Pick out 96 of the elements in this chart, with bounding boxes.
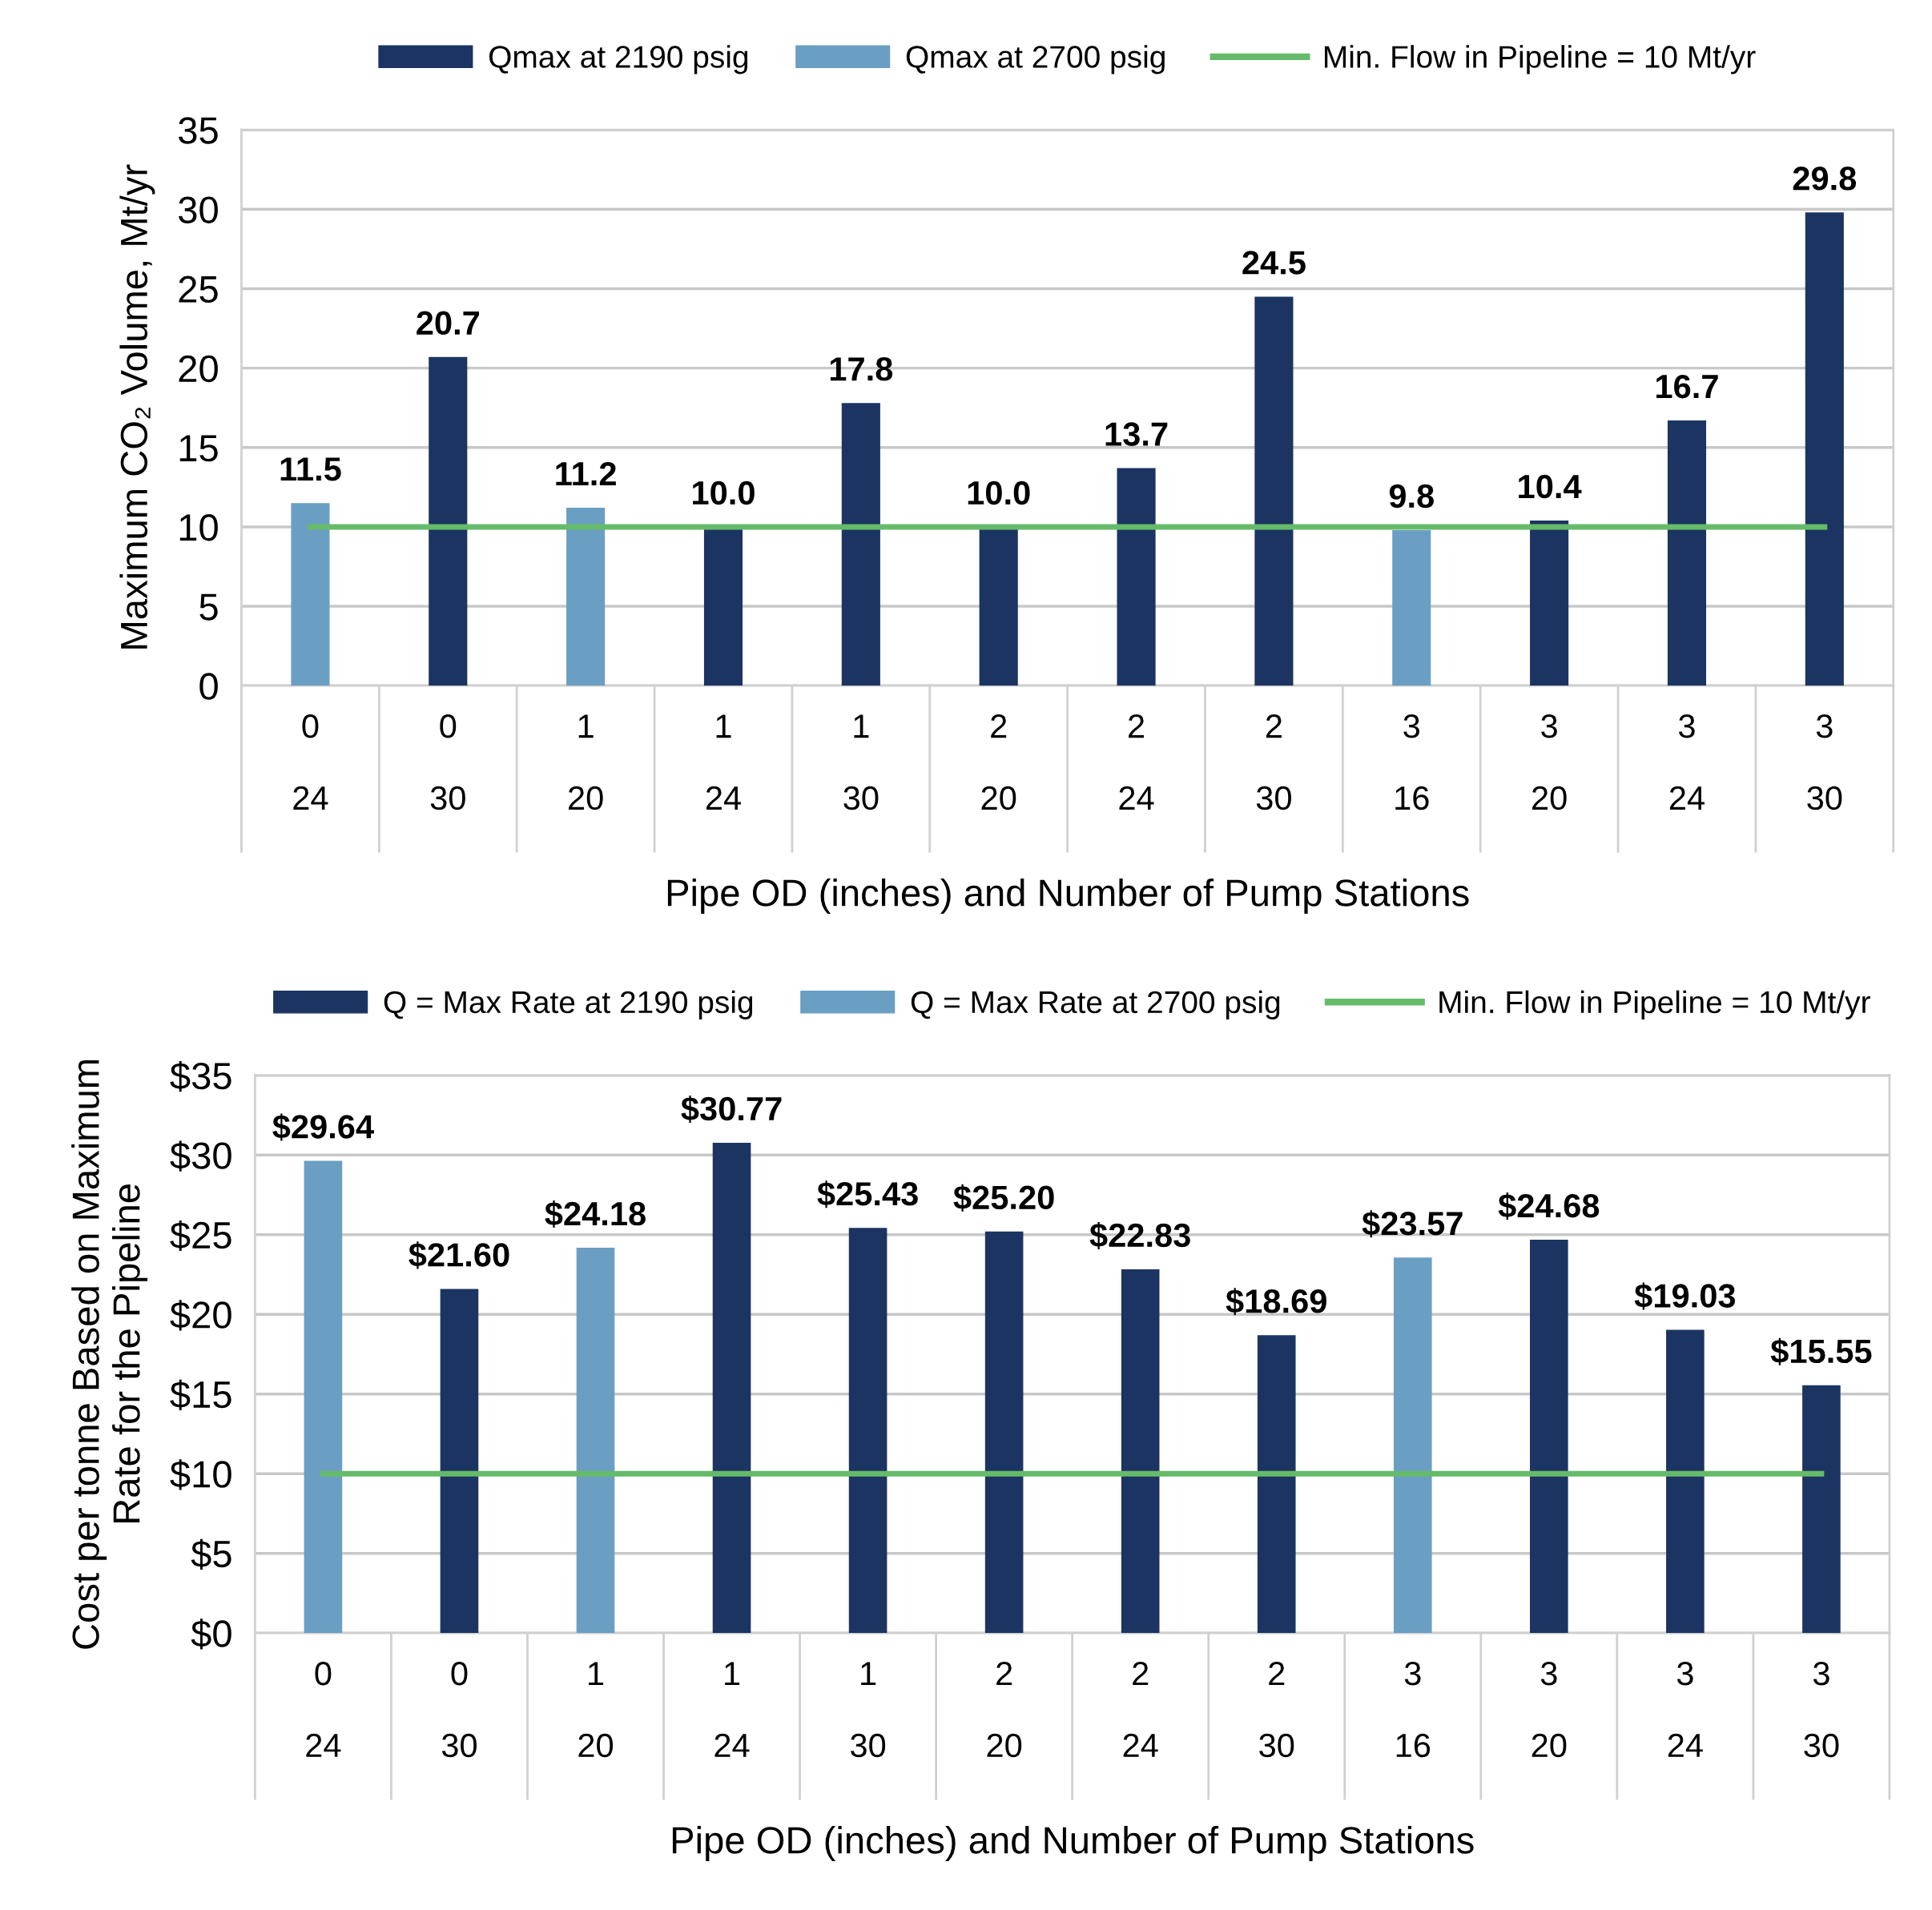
y-tick-label: 15: [179, 435, 218, 462]
y-tick-label: 0: [199, 673, 218, 700]
bar: [1666, 1329, 1705, 1634]
legend-label: Q = Max Rate at 2190 psig: [384, 990, 753, 1019]
category-label: 3 30: [1804, 1662, 1839, 1758]
legend-label: Min. Flow in Pipeline = 10 Mt/yr: [1325, 45, 1756, 74]
category-label: 1 30: [843, 714, 879, 810]
category-label: 1 24: [706, 714, 741, 810]
category-label: 2 20: [987, 1662, 1022, 1758]
y-tick-label: 10: [179, 514, 218, 541]
data-label: 11.5: [280, 457, 341, 481]
data-label: $22.83: [1089, 1221, 1190, 1249]
bar: [1392, 529, 1431, 686]
y-tick-label: 30: [179, 196, 218, 223]
category-label: 2 30: [1256, 714, 1291, 810]
bar: [1254, 296, 1294, 686]
data-label: $18.69: [1226, 1288, 1326, 1316]
category-label: 1 24: [714, 1662, 750, 1757]
y-tick-label: $5: [191, 1538, 231, 1570]
bar: [1257, 1335, 1296, 1634]
bar: [1805, 212, 1844, 686]
data-label: 11.2: [556, 461, 616, 486]
y-tick-label: $25: [170, 1220, 231, 1252]
data-label: 10.0: [968, 481, 1030, 505]
legend-label: Qmax at 2190 psig: [489, 45, 748, 74]
bar: [1393, 1257, 1432, 1634]
category-label: 1 30: [851, 1662, 886, 1758]
y-tick-label: $15: [170, 1379, 231, 1411]
data-label: $30.77: [681, 1095, 782, 1123]
category-label: 3 16: [1395, 714, 1429, 810]
data-label: 16.7: [1656, 374, 1718, 399]
y-tick-label: 5: [199, 593, 218, 621]
data-label: $24.18: [545, 1200, 646, 1228]
data-label: 10.0: [693, 481, 755, 505]
bar: [291, 503, 330, 686]
data-label: $24.68: [1498, 1192, 1600, 1220]
data-label: $23.57: [1362, 1210, 1463, 1238]
y-tick-label: 35: [179, 117, 218, 144]
x-axis-title: Pipe OD (inches) and Number of Pump Stations: [672, 1826, 1474, 1862]
bar: [576, 1248, 615, 1634]
y-axis-title: Maximum CO₂ Volume, Mt/yr: [119, 164, 155, 649]
y-tick-label: $20: [170, 1300, 231, 1331]
data-label: 17.8: [830, 357, 893, 381]
bar: [1530, 1240, 1568, 1634]
category-label: 2 20: [981, 714, 1016, 810]
category-label: 0 24: [306, 1662, 341, 1757]
bar: [1802, 1385, 1841, 1634]
category-label: 3 20: [1532, 1662, 1567, 1758]
bar: [429, 356, 468, 686]
legend-label: Q = Max Rate at 2700 psig: [911, 990, 1280, 1019]
category-label: 2 24: [1123, 1662, 1158, 1757]
bar: [1121, 1269, 1160, 1634]
bar: [1117, 468, 1156, 686]
y-tick-label: $30: [170, 1140, 231, 1172]
y-tick-label: $10: [170, 1459, 231, 1490]
bar: [304, 1160, 343, 1634]
data-label: $19.03: [1634, 1282, 1736, 1310]
legend-label: Qmax at 2700 psig: [906, 45, 1165, 74]
data-label: 24.5: [1242, 251, 1306, 275]
data-label: $29.64: [272, 1113, 374, 1141]
y-axis-title: Cost per tonne Based on Maximum Rate for the Pipeline: [71, 1060, 148, 1649]
data-label: 20.7: [417, 311, 479, 336]
y-tick-label: 25: [179, 275, 218, 304]
bar: [984, 1231, 1024, 1634]
data-label: $15.55: [1770, 1337, 1872, 1365]
category-label: 2 30: [1259, 1662, 1294, 1758]
y-tick-label: 20: [179, 355, 218, 383]
data-label: 13.7: [1105, 422, 1168, 446]
category-label: 0 24: [293, 714, 328, 810]
y-tick-label: $0: [191, 1618, 231, 1650]
category-label: 3 24: [1669, 714, 1705, 810]
bar: [440, 1289, 479, 1634]
bar: [848, 1228, 888, 1634]
data-label: 10.4: [1519, 474, 1582, 499]
bar: [1530, 520, 1569, 686]
category-label: 0 30: [430, 714, 465, 810]
data-label: $21.60: [409, 1241, 509, 1269]
bar: [841, 403, 880, 686]
category-label: 3 24: [1668, 1662, 1703, 1757]
data-label: $25.43: [817, 1180, 918, 1208]
category-label: 1 20: [578, 1662, 614, 1758]
data-label: 29.8: [1793, 167, 1857, 191]
category-label: 3 20: [1532, 714, 1567, 810]
data-label: $25.20: [953, 1184, 1054, 1212]
bar: [566, 508, 606, 686]
bar: [1667, 420, 1707, 686]
legend-label: Min. Flow in Pipeline = 10 Mt/yr: [1439, 990, 1870, 1019]
category-label: 0 30: [441, 1662, 477, 1758]
category-label: 2 24: [1119, 714, 1154, 810]
category-label: 3 30: [1807, 714, 1842, 810]
category-label: 1 20: [569, 714, 603, 810]
category-label: 3 16: [1396, 1662, 1431, 1758]
y-tick-label: $35: [170, 1060, 231, 1092]
bar: [712, 1142, 751, 1634]
x-axis-title: Pipe OD (inches) and Number of Pump Stations: [667, 879, 1469, 915]
data-label: 9.8: [1389, 484, 1434, 509]
